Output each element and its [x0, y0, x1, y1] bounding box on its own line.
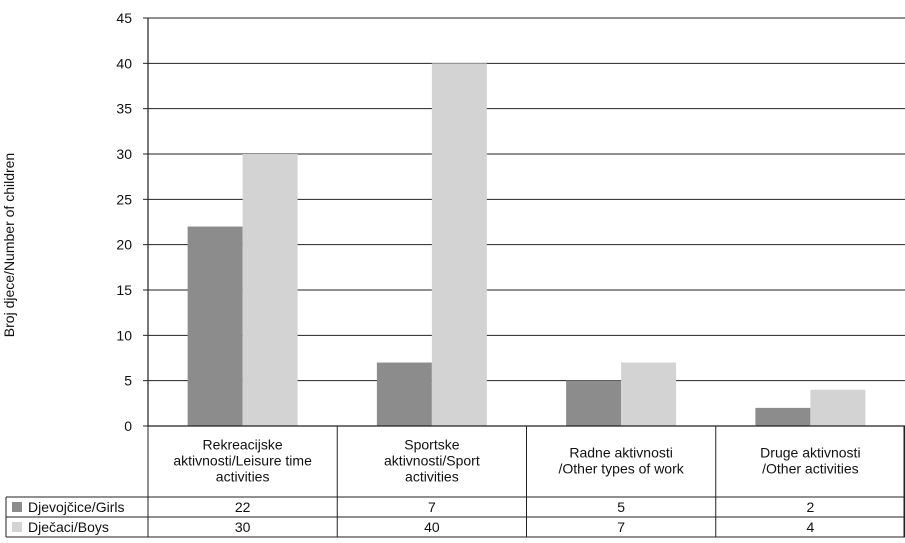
- y-tick-label: 0: [124, 418, 132, 434]
- bar-boys: [431, 63, 487, 426]
- data-label: 7: [428, 499, 436, 515]
- bar-girls: [755, 407, 811, 426]
- data-label: 40: [424, 519, 440, 535]
- y-tick-label: 40: [116, 55, 132, 71]
- category-label-line: Druge aktivnosti: [760, 445, 860, 461]
- bar-boys: [810, 389, 866, 426]
- data-label: 5: [617, 499, 625, 515]
- category-label-line: aktivnosti/Sport: [384, 453, 480, 469]
- category-label-line: /Other types of work: [558, 461, 684, 477]
- legend-label: Djevojčice/Girls: [28, 499, 124, 515]
- category-label-line: Radne aktivnosti: [569, 445, 673, 461]
- data-label: 30: [235, 519, 251, 535]
- legend-swatch: [12, 522, 22, 532]
- y-axis-label: Broj djece/Number of children: [1, 153, 17, 337]
- category-label: Rekreacijske aktivnosti/Leisure time activ…: [173, 437, 312, 485]
- category-label-line: activities: [216, 469, 270, 485]
- data-table: Rekreacijske aktivnosti/Leisure time activ…: [5, 426, 905, 538]
- y-tick-label: 5: [124, 373, 132, 389]
- category-label: Sportske aktivnosti/Sport activities: [384, 437, 480, 485]
- y-tick-label: 30: [116, 146, 132, 162]
- bar-girls: [566, 380, 622, 426]
- category-label-line: Sportske: [404, 437, 459, 453]
- data-label: 4: [806, 519, 814, 535]
- y-tick-label: 25: [116, 191, 132, 207]
- category-label: Radne aktivnosti/Other types of work: [558, 445, 684, 477]
- y-tick-label: 10: [116, 327, 132, 343]
- y-tick-label: 45: [116, 10, 132, 26]
- y-tick-label: 35: [116, 101, 132, 117]
- data-label: 7: [617, 519, 625, 535]
- category-label-line: /Other activities: [762, 461, 858, 477]
- bar-girls: [187, 226, 243, 426]
- bar-boys: [621, 362, 677, 426]
- category-label: Druge aktivnosti/Other activities: [760, 445, 860, 477]
- y-tick-label: 20: [116, 237, 132, 253]
- legend-label: Dječaci/Boys: [28, 519, 109, 535]
- y-tick-labels: 0 5 10 15 20 25 30 35 40 45: [116, 10, 132, 434]
- bar-girls: [376, 362, 432, 426]
- y-tick-label: 15: [116, 282, 132, 298]
- data-label: 22: [235, 499, 251, 515]
- bar-boys: [242, 154, 298, 426]
- data-label: 2: [806, 499, 814, 515]
- category-label-line: aktivnosti/Leisure time: [173, 453, 312, 469]
- bars: [187, 63, 866, 426]
- category-label-line: activities: [405, 469, 459, 485]
- category-label-line: Rekreacijske: [203, 437, 283, 453]
- legend-swatch: [12, 502, 22, 512]
